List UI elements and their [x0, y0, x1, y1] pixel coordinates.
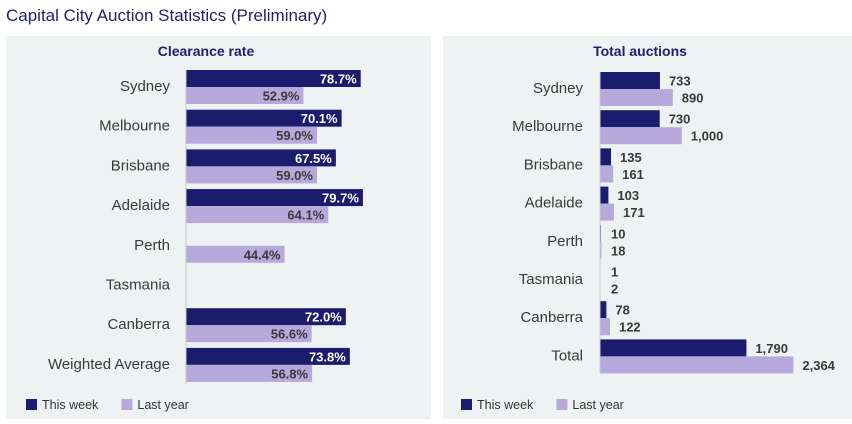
category-label-weighted-average: Weighted Average — [48, 356, 170, 373]
data-label-last-year-melbourne: 1,000 — [691, 129, 724, 144]
legend-swatch-this-week — [26, 399, 37, 410]
data-label-this-week-canberra: 72.0% — [305, 310, 342, 325]
category-label-perth: Perth — [134, 237, 170, 254]
data-label-this-week-perth: 10 — [611, 226, 625, 241]
data-label-this-week-sydney: 78.7% — [320, 72, 357, 87]
category-label-sydney: Sydney — [120, 78, 171, 95]
bar-last-year-adelaide — [600, 204, 614, 221]
data-label-last-year-tasmania: 2 — [611, 282, 618, 297]
category-label-tasmania: Tasmania — [106, 277, 171, 294]
legend-swatch-this-week — [461, 399, 472, 410]
data-label-this-week-melbourne: 730 — [669, 112, 691, 127]
category-label-melbourne: Melbourne — [512, 118, 583, 135]
category-label-brisbane: Brisbane — [111, 157, 170, 174]
category-label-brisbane: Brisbane — [524, 156, 583, 173]
bar-last-year-sydney — [600, 89, 673, 106]
data-label-last-year-canberra: 122 — [619, 320, 641, 335]
bar-last-year-brisbane — [600, 165, 613, 182]
bar-this-week-sydney — [600, 72, 660, 89]
legend-swatch-last-year — [556, 399, 567, 410]
category-label-sydney: Sydney — [533, 80, 584, 97]
data-label-this-week-brisbane: 67.5% — [295, 151, 332, 166]
data-label-last-year-brisbane: 59.0% — [276, 168, 313, 183]
data-label-last-year-sydney: 52.9% — [263, 89, 300, 104]
page-title: Capital City Auction Statistics (Prelimi… — [6, 6, 327, 26]
clearance-rate-chart: Clearance rate Sydney 78.7% 52.9% Melbourne 7… — [6, 36, 431, 419]
category-label-canberra: Canberra — [107, 316, 170, 333]
bar-this-week-total — [600, 339, 746, 356]
data-label-this-week-melbourne: 70.1% — [301, 111, 338, 126]
legend-label-last-year: Last year — [137, 398, 188, 412]
data-label-last-year-brisbane: 161 — [622, 167, 644, 182]
chart-title: Clearance rate — [158, 43, 255, 59]
bar-last-year-total — [600, 356, 793, 373]
category-label-adelaide: Adelaide — [112, 197, 170, 214]
category-label-adelaide: Adelaide — [525, 195, 583, 212]
bar-last-year-canberra — [600, 318, 610, 335]
bar-this-week-melbourne — [600, 110, 660, 127]
data-label-last-year-weighted-average: 56.8% — [271, 366, 308, 381]
clearance-rate-panel: Clearance rate Sydney 78.7% 52.9% Melbourne 7… — [6, 36, 431, 419]
data-label-this-week-brisbane: 135 — [620, 150, 642, 165]
data-label-last-year-perth: 18 — [611, 243, 625, 258]
legend-label-this-week: This week — [42, 398, 99, 412]
data-label-this-week-tasmania: 1 — [611, 265, 618, 280]
category-label-melbourne: Melbourne — [99, 118, 170, 135]
data-label-this-week-adelaide: 103 — [617, 188, 639, 203]
chart-title: Total auctions — [593, 43, 687, 59]
legend-swatch-last-year — [121, 399, 132, 410]
bar-this-week-brisbane — [600, 148, 611, 165]
data-label-this-week-total: 1,790 — [755, 341, 788, 356]
data-label-this-week-sydney: 733 — [669, 74, 691, 89]
legend-label-last-year: Last year — [572, 398, 623, 412]
category-label-canberra: Canberra — [520, 309, 583, 326]
category-label-tasmania: Tasmania — [519, 271, 584, 288]
bar-this-week-adelaide — [600, 187, 608, 204]
data-label-last-year-sydney: 890 — [682, 91, 704, 106]
data-label-this-week-adelaide: 79.7% — [322, 191, 359, 206]
data-label-last-year-perth: 44.4% — [244, 247, 281, 262]
data-label-last-year-canberra: 56.6% — [271, 327, 308, 342]
category-label-perth: Perth — [547, 233, 583, 250]
data-label-last-year-melbourne: 59.0% — [276, 128, 313, 143]
data-label-last-year-adelaide: 171 — [623, 205, 645, 220]
data-label-last-year-adelaide: 64.1% — [287, 208, 324, 223]
data-label-last-year-total: 2,364 — [802, 358, 835, 373]
data-label-this-week-canberra: 78 — [615, 303, 629, 318]
data-label-this-week-weighted-average: 73.8% — [309, 349, 346, 364]
bar-this-week-canberra — [600, 301, 606, 318]
legend-label-this-week: This week — [477, 398, 534, 412]
category-label-total: Total — [551, 347, 583, 364]
bar-last-year-melbourne — [600, 127, 682, 144]
